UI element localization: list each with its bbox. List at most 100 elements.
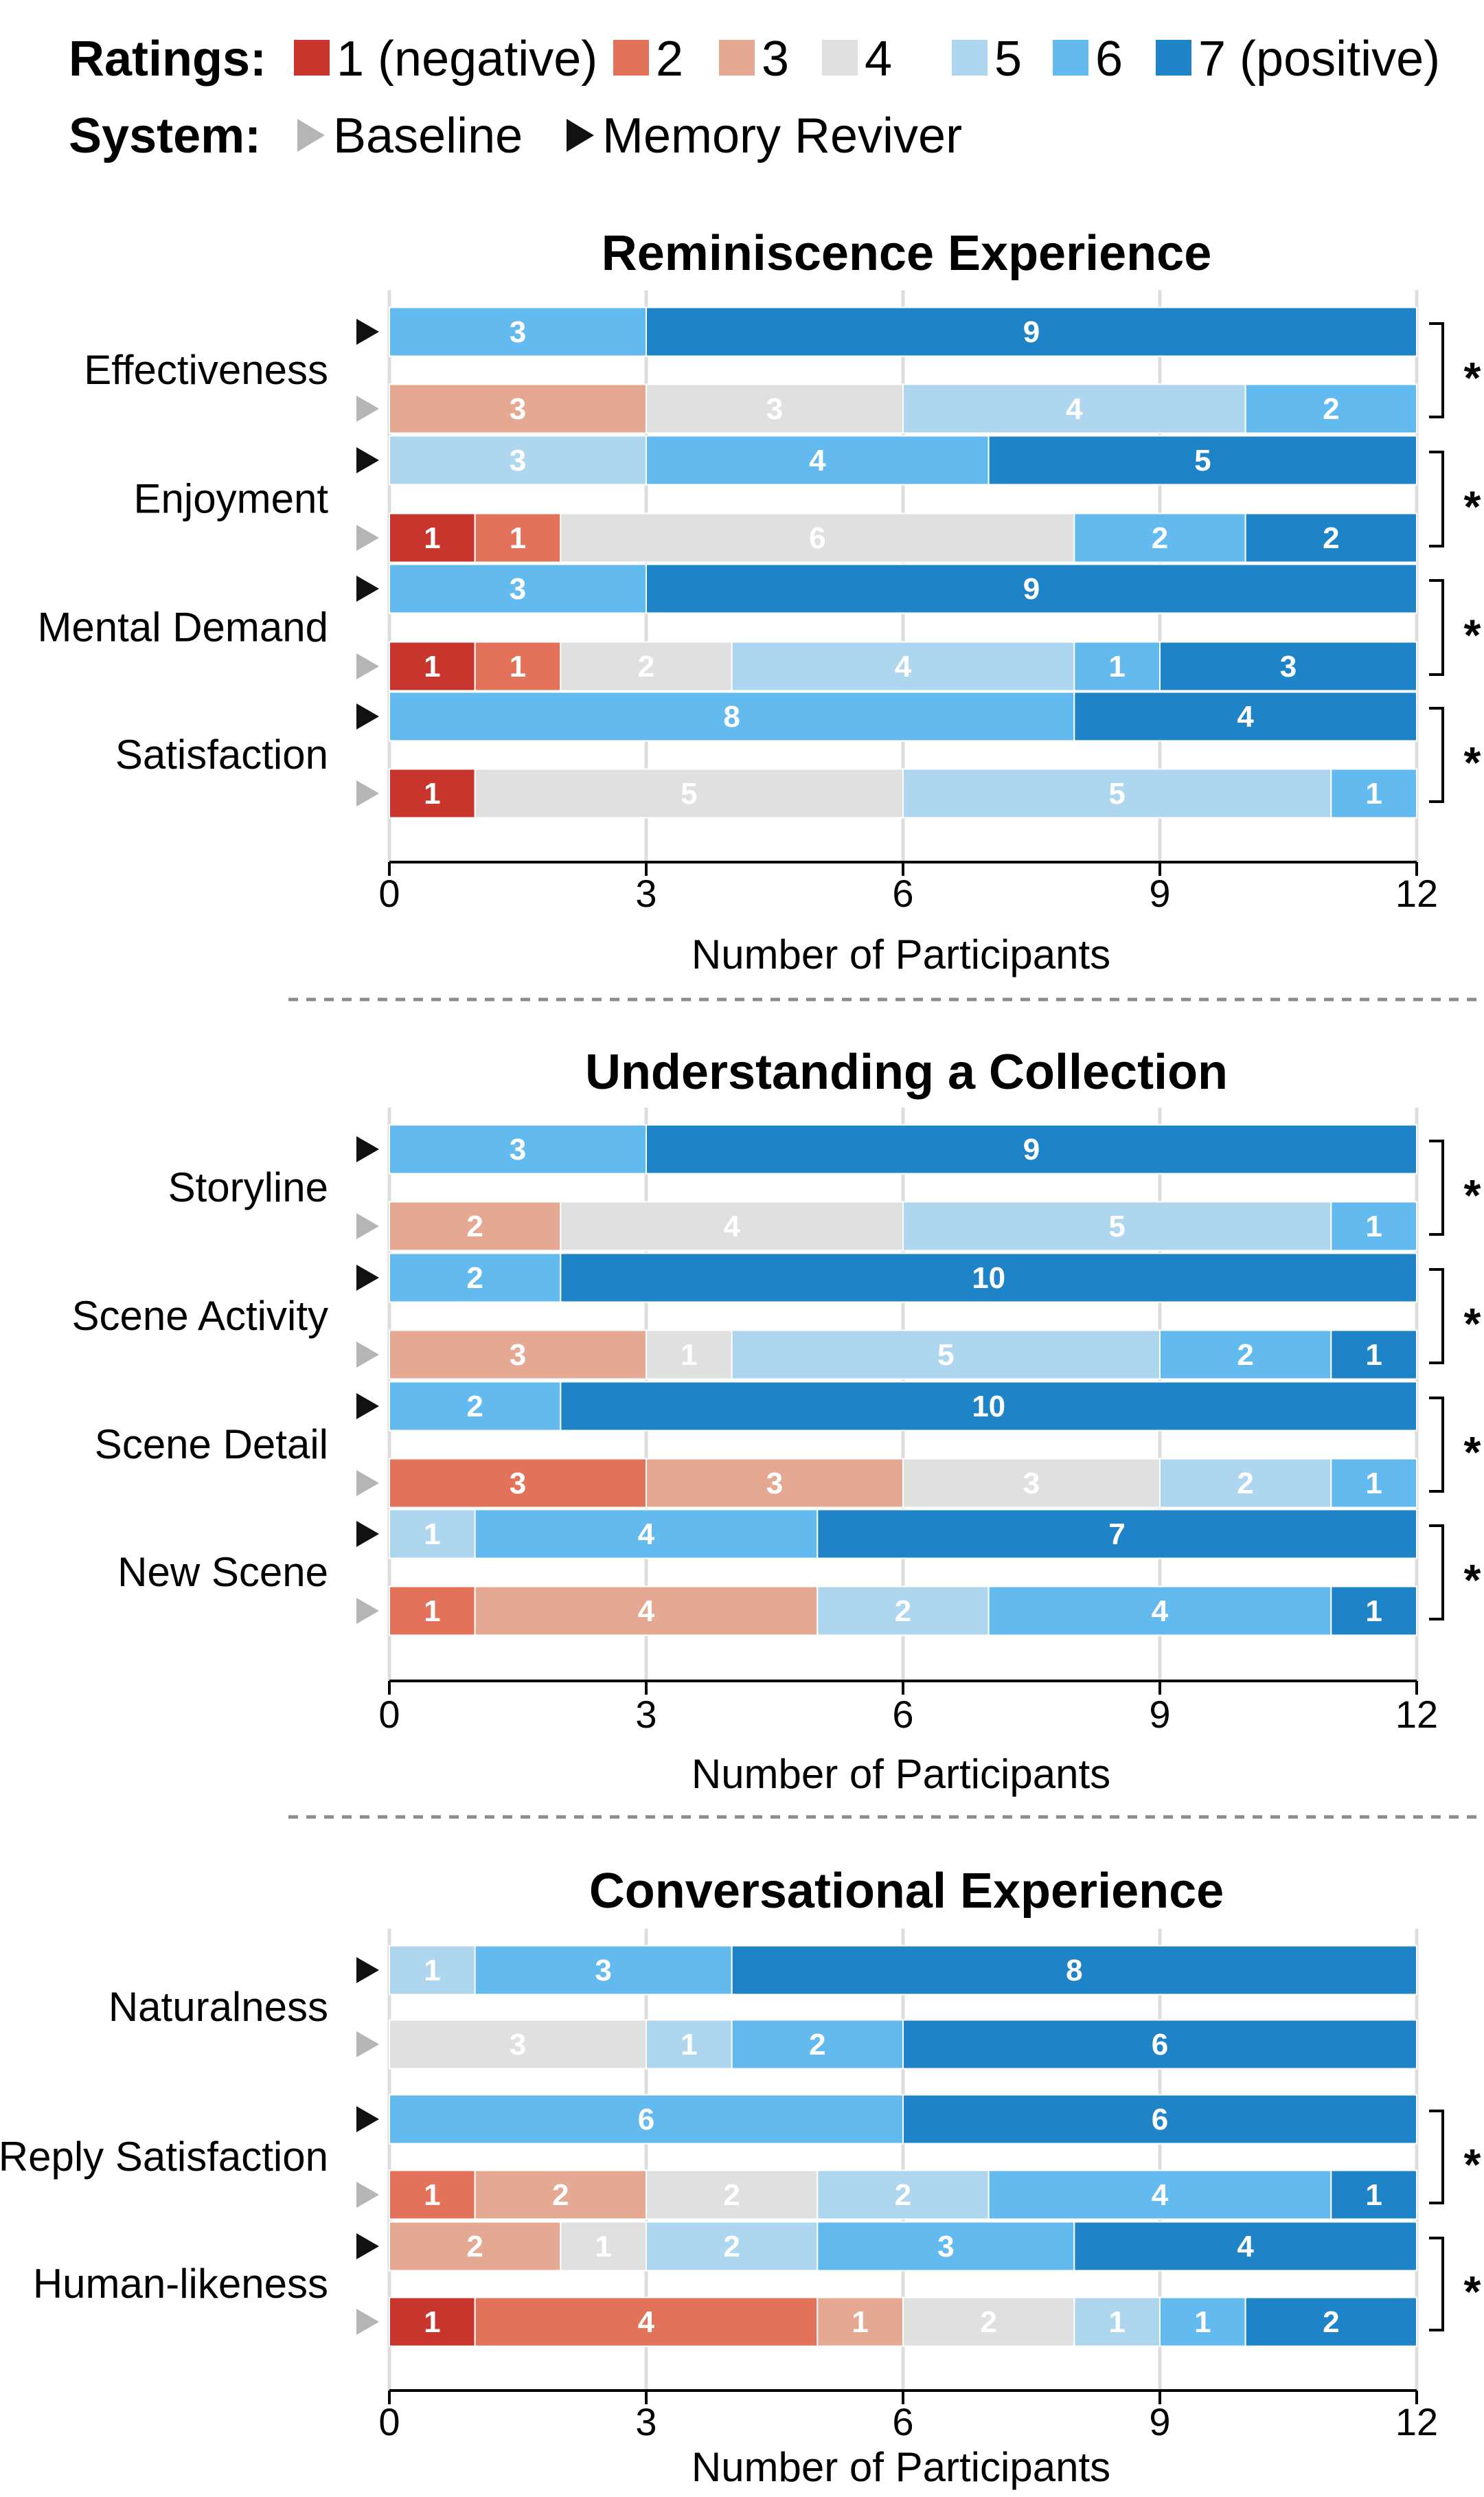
legend-marker-baseline <box>297 119 325 152</box>
significance-bracket <box>1429 707 1444 803</box>
row-label: Naturalness <box>109 1984 328 2030</box>
bar-baseline-rating-6 <box>1330 768 1418 819</box>
data-label: 2 <box>1152 521 1168 555</box>
bar-baseline-rating-5 <box>902 1201 1332 1252</box>
bar-baseline-rating-4 <box>474 768 904 819</box>
item-reply-satisfaction: Reply Satisfaction 6 6 1 2 2 2 4 1 * <box>0 2094 1481 2220</box>
bar-memory-reviver-rating-3 <box>389 2221 562 2272</box>
bar-baseline-rating-4 <box>560 641 733 692</box>
bar-baseline-rating-5 <box>646 2019 733 2070</box>
baseline-marker <box>356 1470 379 1496</box>
row-label: Scene Detail <box>95 1421 328 1467</box>
data-label: 2 <box>895 1594 911 1628</box>
data-label: 10 <box>972 1390 1005 1423</box>
x-tick-label: 6 <box>892 1693 913 1736</box>
bar-memory-reviver-rating-6 <box>389 1252 562 1303</box>
memory-reviver-marker <box>356 1136 379 1162</box>
x-tick-label: 6 <box>892 872 913 915</box>
x-axis-title: Number of Participants <box>692 2444 1110 2490</box>
memory-reviver-marker <box>356 1393 379 1419</box>
baseline-marker <box>356 1598 379 1624</box>
significance-bracket <box>1429 1268 1444 1364</box>
x-tick-label: 3 <box>635 1693 657 1736</box>
legend-label-5: 5 <box>994 32 1022 87</box>
item-effectiveness: Effectiveness 3 9 3 3 4 2 * <box>84 306 1481 434</box>
significance-bracket <box>1429 1397 1444 1493</box>
legend-label-1-negative: 1 (negative) <box>336 32 597 87</box>
significance-star: * <box>1464 2140 1481 2189</box>
data-label: 3 <box>1280 650 1297 683</box>
data-label: 3 <box>1023 1467 1040 1500</box>
panel-title: Conversational Experience <box>589 1864 1224 1919</box>
memory-reviver-marker <box>356 1265 379 1291</box>
data-label: 2 <box>723 2230 740 2263</box>
data-label: 1 <box>681 2028 697 2061</box>
legend-label-baseline: Baseline <box>333 109 523 163</box>
panel-title: Understanding a Collection <box>585 1045 1228 1100</box>
panel-title: Reminiscence Experience <box>602 226 1211 281</box>
bar-memory-reviver-rating-7 <box>1073 2221 1418 2272</box>
data-label: 2 <box>466 1261 483 1295</box>
bar-memory-reviver-rating-7 <box>988 435 1417 486</box>
bar-baseline-rating-1 <box>389 768 476 819</box>
legend-swatch-4 <box>822 40 858 76</box>
bar-baseline-rating-7 <box>1330 1329 1418 1380</box>
baseline-marker <box>356 2031 379 2057</box>
memory-reviver-marker <box>356 319 379 345</box>
bar-memory-reviver-rating-7 <box>560 1252 1417 1303</box>
baseline-marker <box>356 2309 379 2335</box>
significance-star: * <box>1464 1299 1481 1348</box>
data-label: 1 <box>1365 2178 1382 2212</box>
system-legend-title: System: <box>69 109 261 163</box>
data-label: 2 <box>466 1390 483 1423</box>
legend-swatch-2 <box>613 40 649 76</box>
bar-memory-reviver-rating-6 <box>474 1945 733 1996</box>
data-label: 2 <box>1323 2305 1339 2339</box>
bar-memory-reviver-rating-6 <box>817 2221 1075 2272</box>
bar-memory-reviver-rating-7 <box>731 1945 1417 1996</box>
chart-panels: Reminiscence Experience Effectiveness 3 9 3 3… <box>0 226 1481 2490</box>
item-storyline: Storyline 3 9 2 4 5 1 * <box>168 1124 1481 1252</box>
data-label: 1 <box>1365 1338 1382 1372</box>
legend-label-memory-reviver: Memory Reviver <box>602 109 962 163</box>
data-label: 3 <box>595 1954 611 1987</box>
bar-baseline-rating-3 <box>646 1458 904 1509</box>
bar-baseline-rating-6 <box>731 2019 904 2070</box>
item-human-likeness: Human-likeness 2 1 2 3 4 1 4 1 2 1 1 2 * <box>33 2221 1481 2347</box>
bar-memory-reviver-rating-7 <box>902 2094 1417 2145</box>
item-satisfaction: Satisfaction 8 4 1 5 5 1 * <box>115 691 1481 819</box>
bar-memory-reviver-rating-6 <box>389 1381 562 1432</box>
legend-label-6: 6 <box>1095 32 1123 87</box>
data-label: 9 <box>1023 572 1040 606</box>
significance-star: * <box>1464 353 1481 403</box>
x-tick-label: 3 <box>635 872 657 915</box>
bar-baseline-rating-5 <box>817 1585 990 1636</box>
data-label: 3 <box>510 572 526 606</box>
bar-baseline-rating-7 <box>1244 2296 1417 2347</box>
bar-baseline-rating-2 <box>389 1585 476 1636</box>
legend-marker-memory-reviver <box>567 119 594 152</box>
data-label: 1 <box>1108 2305 1125 2339</box>
bar-baseline-rating-7 <box>1159 641 1417 692</box>
significance-star: * <box>1464 738 1481 787</box>
data-label: 3 <box>510 1133 526 1166</box>
row-label: Human-likeness <box>33 2261 328 2307</box>
data-label: 2 <box>895 2178 911 2212</box>
item-mental-demand: Mental Demand 3 9 1 1 2 4 1 3 * <box>37 563 1481 692</box>
row-label: Enjoyment <box>134 476 329 522</box>
row-label: Scene Activity <box>71 1293 328 1339</box>
x-tick-label: 0 <box>378 2400 400 2443</box>
bar-baseline-rating-7 <box>1244 512 1417 563</box>
data-label: 1 <box>1365 1210 1382 1243</box>
data-label: 6 <box>1152 2103 1168 2136</box>
bar-baseline-rating-5 <box>1073 2296 1161 2347</box>
data-label: 1 <box>1365 1594 1382 1628</box>
memory-reviver-marker <box>356 703 379 730</box>
data-label: 2 <box>1323 392 1339 426</box>
bar-baseline-rating-6 <box>1330 1201 1418 1252</box>
significance-star: * <box>1464 1171 1481 1220</box>
x-axis-title: Number of Participants <box>692 1751 1110 1797</box>
bar-baseline-rating-6 <box>1330 1458 1418 1509</box>
